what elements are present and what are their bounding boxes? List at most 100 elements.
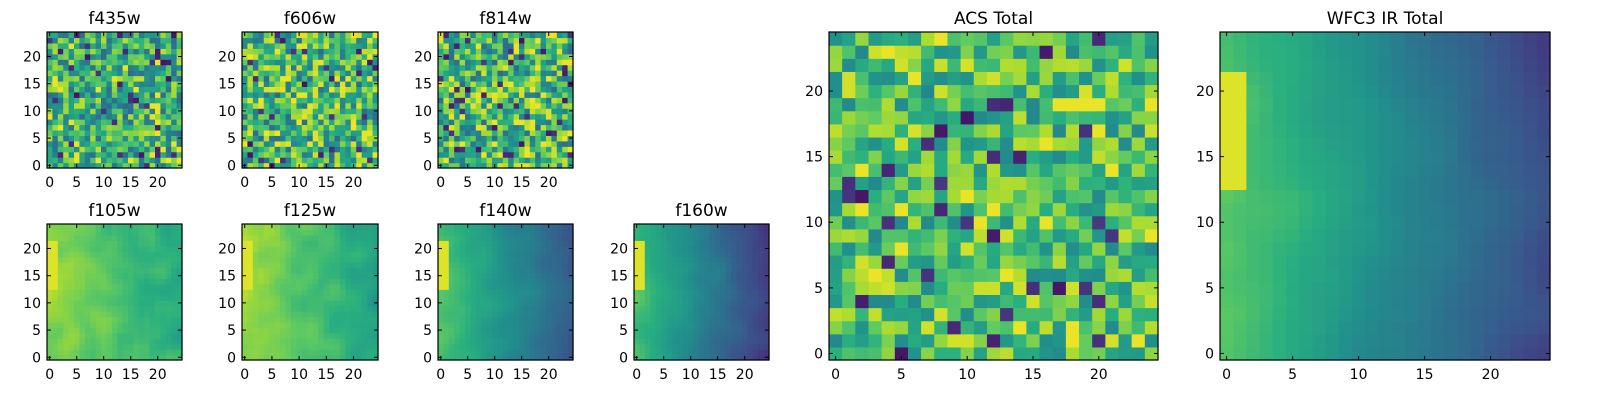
heatmap-cell — [280, 300, 287, 307]
heatmap-cell — [1039, 202, 1054, 217]
heatmap-cell — [101, 229, 107, 236]
heatmap-cell — [176, 224, 183, 231]
y-tick-label: 10 — [23, 296, 41, 312]
heatmap-cell — [149, 151, 156, 158]
heatmap-cell — [438, 151, 444, 158]
heatmap-cell — [634, 240, 640, 247]
heatmap-cell — [465, 108, 471, 115]
heatmap-cell — [540, 75, 547, 82]
heatmap-cell — [356, 283, 363, 290]
heatmap-cell — [655, 262, 662, 269]
heatmap-cell — [551, 75, 558, 82]
heatmap-cell — [252, 267, 259, 274]
heatmap-cell — [165, 305, 172, 312]
heatmap-cell — [263, 234, 270, 241]
heatmap-cell — [881, 255, 896, 269]
heatmap-cell — [868, 150, 883, 164]
heatmap-cell — [486, 48, 493, 55]
heatmap-cell — [323, 75, 330, 82]
heatmap-cell — [144, 305, 151, 312]
heatmap-cell — [138, 245, 145, 252]
heatmap-cell — [372, 64, 379, 71]
heatmap-cell — [524, 229, 531, 236]
heatmap-cell — [492, 240, 498, 247]
heatmap-cell — [263, 124, 270, 131]
heatmap-cell — [345, 311, 352, 318]
heatmap-cell — [285, 272, 292, 279]
heatmap-cell — [117, 86, 124, 93]
heatmap-cell — [252, 240, 259, 247]
heatmap-cell — [546, 240, 552, 247]
heatmap-cell — [133, 157, 140, 164]
heatmap-cell — [758, 343, 765, 350]
heatmap-cell — [350, 53, 357, 60]
heatmap-cell — [736, 338, 743, 345]
heatmap-cell — [921, 320, 935, 335]
heatmap-cell — [459, 146, 466, 153]
heatmap-cell — [312, 48, 319, 55]
heatmap-cell — [350, 135, 357, 142]
heatmap-cell — [318, 135, 325, 142]
heatmap-cell — [698, 294, 705, 301]
heatmap-cell — [290, 53, 297, 60]
heatmap-cell — [567, 37, 574, 44]
heatmap-cell — [252, 349, 259, 356]
heatmap-cell — [486, 289, 493, 296]
heatmap-cell — [74, 327, 80, 334]
heatmap-cell — [122, 59, 129, 66]
heatmap-cell — [155, 234, 161, 241]
heatmap-cell — [323, 245, 330, 252]
heatmap-cell — [459, 327, 466, 334]
heatmap-cell — [519, 338, 525, 345]
heatmap-cell — [947, 294, 962, 309]
heatmap-cell — [334, 234, 341, 241]
heatmap-cell — [361, 37, 368, 44]
heatmap-cell — [171, 108, 178, 115]
heatmap-cell — [90, 278, 97, 285]
heatmap-cell — [562, 294, 569, 301]
heatmap-cell — [497, 240, 504, 247]
heatmap-cell — [535, 305, 542, 312]
heatmap-cell — [634, 251, 640, 258]
heatmap-cell — [524, 97, 531, 104]
heatmap-cell — [133, 135, 140, 142]
heatmap-cell — [144, 316, 151, 323]
heatmap-cell — [486, 267, 493, 274]
heatmap-cell — [492, 289, 498, 296]
heatmap-cell — [513, 157, 520, 164]
heatmap-cell — [562, 289, 569, 296]
heatmap-cell — [90, 251, 97, 258]
heatmap-cell — [296, 251, 303, 258]
heatmap-cell — [1118, 202, 1133, 217]
heatmap-cell — [907, 268, 922, 282]
heatmap-cell — [57, 59, 64, 66]
heatmap-cell — [486, 129, 493, 136]
heatmap-cell — [486, 272, 493, 279]
heatmap-cell — [508, 354, 515, 361]
heatmap-cell — [372, 59, 379, 66]
heatmap-cell — [492, 327, 498, 334]
heatmap-cell — [508, 97, 515, 104]
heatmap-cell — [57, 278, 64, 285]
heatmap-cell — [144, 321, 151, 328]
heatmap-cell — [301, 32, 308, 39]
heatmap-cell — [709, 294, 716, 301]
heatmap-cell — [274, 113, 281, 120]
heatmap-cell — [470, 354, 477, 361]
heatmap-cell — [502, 86, 509, 93]
heatmap-cell — [367, 70, 374, 77]
heatmap-cell — [84, 53, 91, 60]
heatmap-cell — [329, 240, 336, 247]
heatmap-cell — [688, 305, 694, 312]
heatmap-cell — [307, 75, 314, 82]
heatmap-cell — [556, 321, 563, 328]
heatmap-cell — [551, 32, 558, 39]
heatmap-cell — [345, 251, 352, 258]
heatmap-cell — [263, 75, 270, 82]
heatmap-cell — [285, 113, 292, 120]
heatmap-cell — [122, 305, 129, 312]
heatmap-cell — [519, 140, 525, 147]
heatmap-cell — [269, 272, 276, 279]
heatmap-cell — [934, 189, 949, 204]
heatmap-cell — [639, 229, 646, 236]
